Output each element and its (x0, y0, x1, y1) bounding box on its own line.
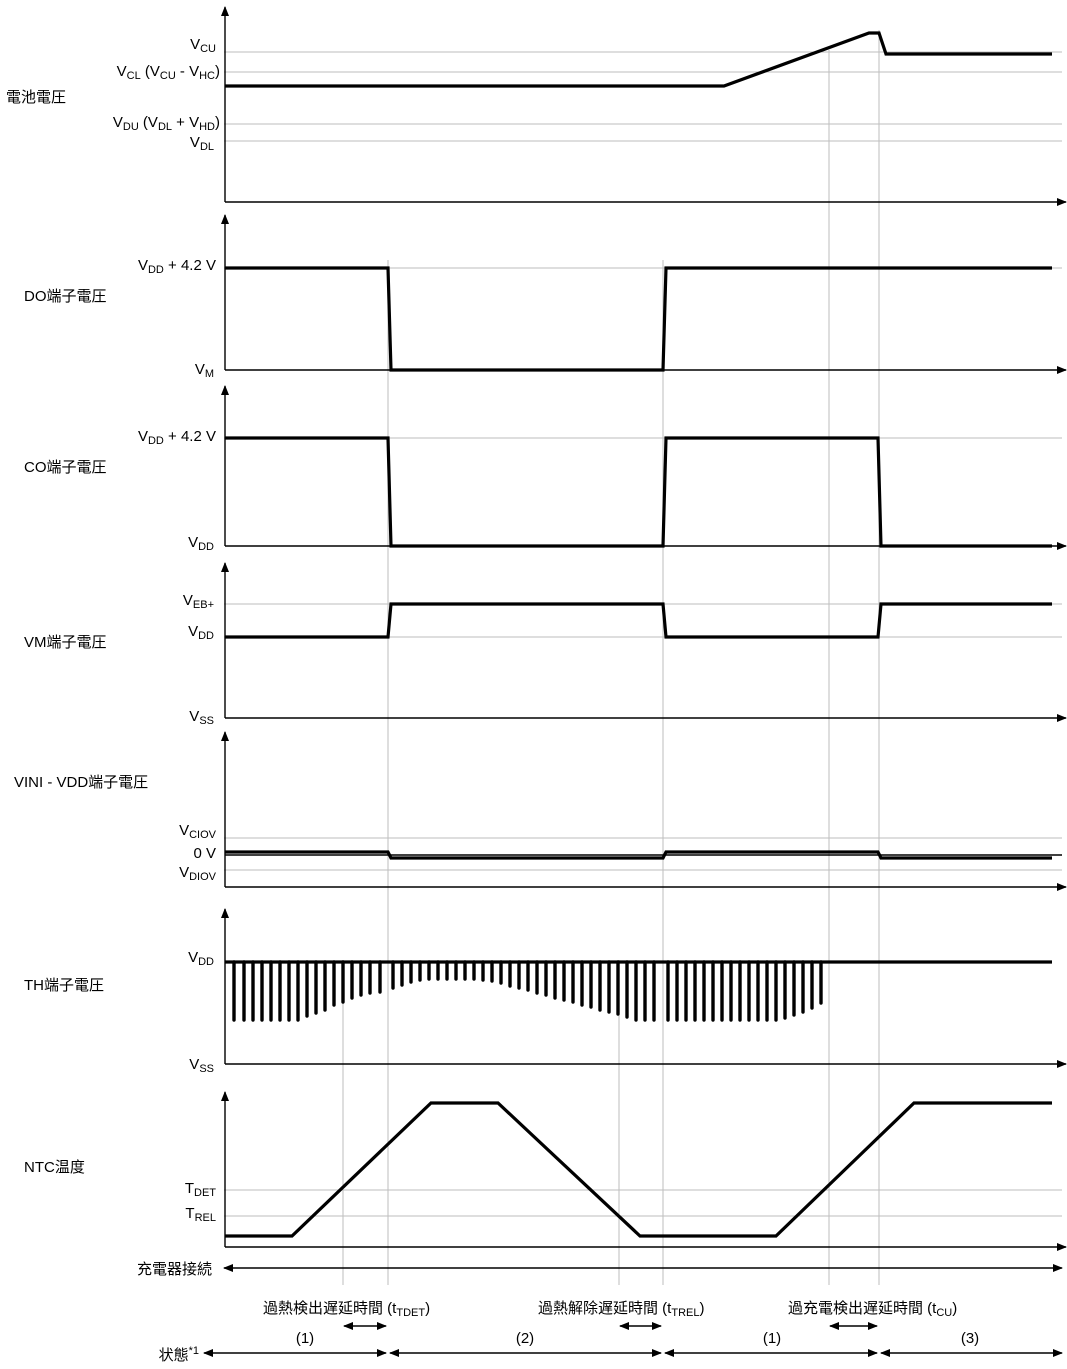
co-pin-waveform (225, 438, 1052, 546)
th-vss-label: VSS (189, 1056, 214, 1075)
vm-pin-waveform (225, 604, 1052, 637)
th-vdd-label: VDD (188, 949, 214, 968)
battery-voltage-panel: VCU VCL (VCU - VHC) 電池電圧 VDU (VDL + VHD)… (6, 7, 1066, 202)
vm-vss-label: VSS (189, 708, 214, 727)
vm-pin-title: VM端子電圧 (24, 634, 107, 651)
vini-panel: VINI - VDD端子電圧 VCIOV 0 V VDIOV (14, 732, 1066, 887)
co-pin-panel: VDD + 4.2 V CO端子電圧 VDD (24, 386, 1066, 553)
vm-vdd-label: VDD (188, 623, 214, 642)
state-3: (3) (961, 1330, 979, 1347)
th-pin-title: TH端子電圧 (24, 977, 104, 994)
vdu-label: VDU (VDL + VHD) (113, 114, 220, 133)
co-high-label: VDD + 4.2 V (138, 428, 216, 447)
co-low-label: VDD (188, 534, 214, 553)
trel-delay-label: 過熱解除遅延時間 (tTREL) (538, 1300, 704, 1319)
battery-voltage-waveform (225, 33, 1052, 86)
state-2: (2) (516, 1330, 534, 1347)
tdet-label: TDET (185, 1180, 216, 1199)
zero-v-label: 0 V (193, 845, 216, 862)
trel-label: TREL (185, 1205, 216, 1224)
vini-title: VINI - VDD端子電圧 (14, 774, 148, 791)
time-reference-lines (343, 30, 879, 1285)
states-row: 状態*1 (1) (2) (1) (3) (159, 1330, 1062, 1364)
do-pin-panel: VDD + 4.2 V DO端子電圧 VM (24, 215, 1066, 380)
tdet-delay-label: 過熱検出遅延時間 (tTDET) (263, 1300, 430, 1319)
battery-voltage-title: 電池電圧 (6, 89, 66, 106)
charger-label: 充電器接続 (137, 1261, 212, 1278)
vdiov-label: VDIOV (179, 864, 217, 883)
ntc-panel: NTC温度 TDET TREL (24, 1092, 1066, 1247)
veb-label: VEB+ (183, 592, 214, 611)
vdl-label: VDL (190, 134, 214, 153)
co-pin-title: CO端子電圧 (24, 459, 107, 476)
vciov-label: VCIOV (179, 822, 217, 841)
charger-connection-row: 充電器接続 (137, 1261, 1062, 1278)
do-high-label: VDD + 4.2 V (138, 257, 216, 276)
th-pulses (234, 962, 821, 1020)
state-1b: (1) (763, 1330, 781, 1347)
ntc-title: NTC温度 (24, 1159, 85, 1176)
state-label: 状態*1 (159, 1345, 199, 1364)
do-low-label: VM (195, 361, 214, 380)
vcu-label: VCU (190, 36, 216, 55)
th-pin-panel: VDD TH端子電圧 VSS (24, 909, 1066, 1075)
tcu-delay-label: 過充電検出遅延時間 (tCU) (788, 1300, 957, 1319)
vm-pin-panel: VEB+ VDD VM端子電圧 VSS (24, 563, 1066, 727)
do-pin-title: DO端子電圧 (24, 288, 107, 305)
state-1a: (1) (296, 1330, 314, 1347)
do-pin-waveform (225, 268, 1052, 370)
delay-labels: 過熱検出遅延時間 (tTDET) 過熱解除遅延時間 (tTREL) 過充電検出遅… (263, 1300, 957, 1326)
vcl-label: VCL (VCU - VHC) (117, 63, 220, 82)
